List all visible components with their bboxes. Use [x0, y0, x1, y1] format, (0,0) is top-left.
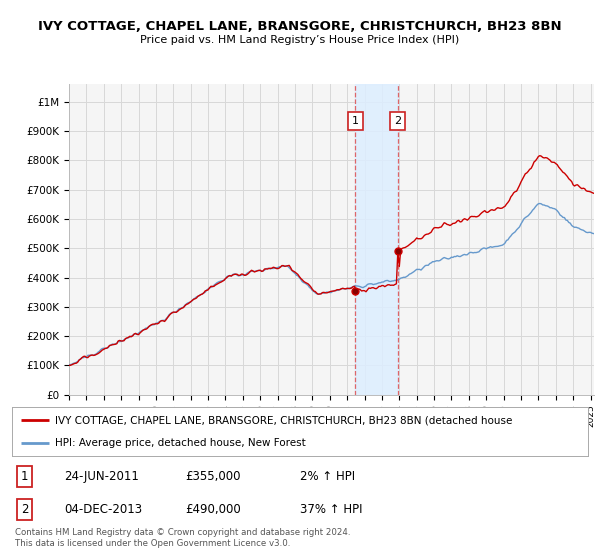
Text: 1: 1 — [352, 116, 359, 125]
Text: 04-DEC-2013: 04-DEC-2013 — [64, 503, 142, 516]
Text: £490,000: £490,000 — [185, 503, 241, 516]
Text: £355,000: £355,000 — [185, 470, 240, 483]
Bar — [355, 84, 398, 395]
Text: 37% ↑ HPI: 37% ↑ HPI — [300, 503, 362, 516]
Text: Contains HM Land Registry data © Crown copyright and database right 2024.
This d: Contains HM Land Registry data © Crown c… — [15, 528, 350, 548]
Text: HPI: Average price, detached house, New Forest: HPI: Average price, detached house, New … — [55, 438, 306, 448]
Text: 2% ↑ HPI: 2% ↑ HPI — [300, 470, 355, 483]
Text: 2: 2 — [21, 503, 28, 516]
Text: Price paid vs. HM Land Registry’s House Price Index (HPI): Price paid vs. HM Land Registry’s House … — [140, 35, 460, 45]
Text: 2: 2 — [394, 116, 401, 125]
Text: 1: 1 — [21, 470, 28, 483]
Text: 24-JUN-2011: 24-JUN-2011 — [64, 470, 139, 483]
Text: IVY COTTAGE, CHAPEL LANE, BRANSGORE, CHRISTCHURCH, BH23 8BN (detached house: IVY COTTAGE, CHAPEL LANE, BRANSGORE, CHR… — [55, 416, 512, 426]
Text: IVY COTTAGE, CHAPEL LANE, BRANSGORE, CHRISTCHURCH, BH23 8BN: IVY COTTAGE, CHAPEL LANE, BRANSGORE, CHR… — [38, 20, 562, 32]
